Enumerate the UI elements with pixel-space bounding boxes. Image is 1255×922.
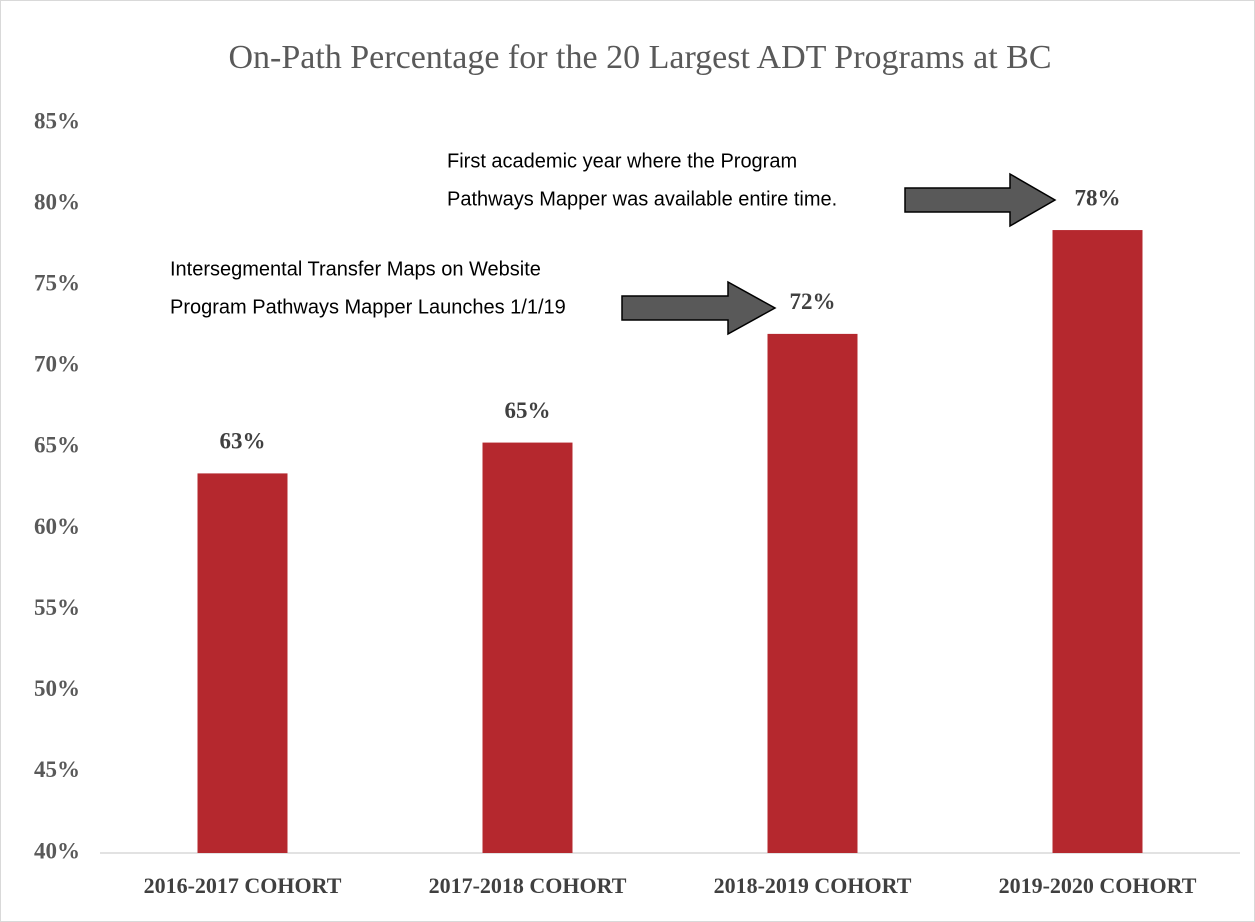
- bar: [197, 473, 288, 853]
- data-label: 63%: [220, 429, 266, 454]
- y-tick-label: 70%: [34, 352, 80, 377]
- data-label: 65%: [505, 398, 551, 423]
- data-label: 78%: [1075, 185, 1121, 210]
- y-tick-label: 50%: [34, 676, 80, 701]
- y-tick-label: 80%: [34, 189, 80, 214]
- annotation: First academic year where the Program: [447, 150, 797, 172]
- y-tick-label: 40%: [34, 838, 80, 863]
- arrow: [621, 280, 777, 336]
- x-tick-label: 2016-2017 COHORT: [144, 873, 342, 898]
- bar: [767, 333, 858, 853]
- bar: [1052, 230, 1143, 854]
- bar: [482, 442, 573, 853]
- annotation: Program Pathways Mapper Launches 1/1/19: [170, 296, 566, 318]
- y-tick-label: 55%: [34, 595, 80, 620]
- chart-title: On-Path Percentage for the 20 Largest AD…: [228, 39, 1051, 76]
- annotation: Pathways Mapper was available entire tim…: [447, 188, 837, 210]
- y-tick-label: 45%: [34, 757, 80, 782]
- x-tick-label: 2018-2019 COHORT: [714, 873, 912, 898]
- y-tick-label: 75%: [34, 271, 80, 296]
- y-tick-label: 60%: [34, 514, 80, 539]
- x-tick-label: 2017-2018 COHORT: [429, 873, 627, 898]
- y-tick-label: 65%: [34, 433, 80, 458]
- x-tick-label: 2019-2020 COHORT: [999, 873, 1197, 898]
- data-label: 72%: [790, 289, 836, 314]
- annotation: Intersegmental Transfer Maps on Website: [170, 258, 541, 280]
- arrow: [904, 172, 1057, 228]
- y-tick-label: 85%: [34, 108, 80, 133]
